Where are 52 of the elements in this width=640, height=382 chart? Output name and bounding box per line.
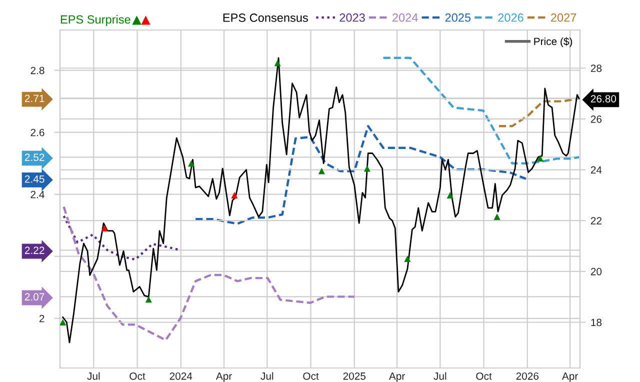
- legend-label: 2027: [551, 13, 576, 22]
- legend-label: 2026: [498, 13, 524, 22]
- y2-tick-label: 20: [590, 268, 602, 276]
- point: [101, 224, 108, 232]
- y-tick-label: 2.6: [30, 128, 44, 136]
- y-tick-label: 2.45: [24, 175, 44, 183]
- y2-tick-label: 24: [590, 166, 602, 174]
- line-series: [382, 56, 580, 164]
- x-tick-label: Oct: [476, 372, 492, 380]
- y-tick-label: 2.8: [30, 66, 44, 74]
- y2-tick-label: 22: [590, 217, 602, 224]
- x-tick-label: Apr: [216, 372, 232, 382]
- y-tick-label: 2.07: [24, 293, 44, 301]
- x-tick-label: Jul: [87, 372, 100, 380]
- y2-tick-label: 28: [590, 64, 602, 72]
- legend-title: EPS Consensus: [223, 14, 308, 22]
- x-tick-label: Jul: [434, 372, 446, 380]
- line-series: [498, 97, 580, 128]
- point: [188, 160, 195, 167]
- y2-tick-label: 18: [591, 318, 602, 326]
- point: [60, 319, 66, 326]
- point: [274, 60, 281, 66]
- y-tick-label: 2.71: [24, 94, 44, 102]
- x-tick-label: 2024: [170, 372, 192, 380]
- y-tick-label: 2.52: [24, 154, 44, 162]
- text: EPS Surprise: [60, 14, 130, 26]
- legend-label: 2025: [445, 13, 471, 22]
- point: [364, 165, 370, 172]
- line-series: [62, 206, 356, 342]
- y-tick-label: 2.4: [30, 190, 44, 198]
- legend-label: 2024: [392, 13, 418, 22]
- point: [494, 214, 500, 220]
- point: [318, 168, 325, 174]
- y2-tick-label: 26: [590, 115, 602, 123]
- point: [446, 192, 454, 198]
- text: Price ($): [534, 37, 572, 48]
- x-tick-label: Apr: [562, 372, 578, 382]
- y-tick-label: 2.22: [24, 246, 44, 254]
- x-tick-label: 2025: [343, 372, 366, 380]
- x-tick-label: 2026: [516, 372, 539, 380]
- point: [145, 296, 152, 303]
- line-series: [194, 125, 528, 225]
- y-tick-label: 2: [39, 314, 44, 322]
- point: [231, 192, 238, 198]
- x-tick-label: Oct: [130, 372, 146, 380]
- x-tick-label: Jul: [260, 372, 274, 380]
- point: [404, 255, 411, 262]
- point: [536, 155, 544, 162]
- y2-tick-label: 26.80: [590, 95, 616, 102]
- legend-label: 2023: [340, 13, 365, 22]
- x-tick-label: Apr: [388, 372, 405, 382]
- x-tick-label: Oct: [303, 372, 319, 380]
